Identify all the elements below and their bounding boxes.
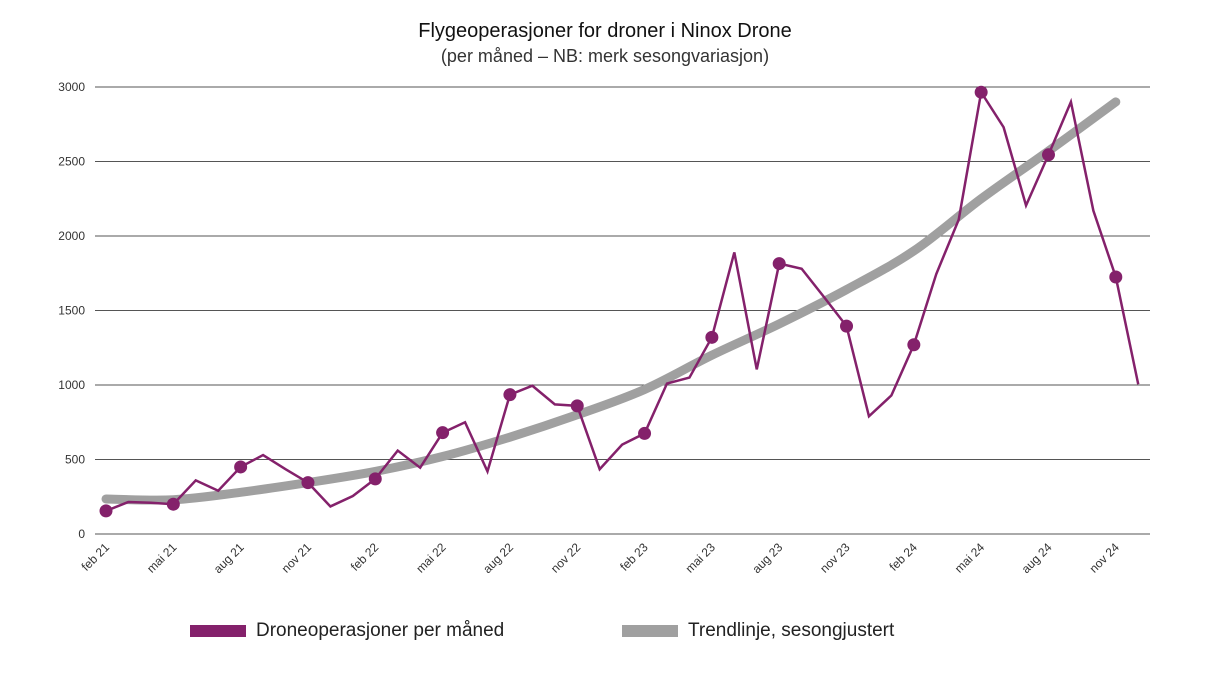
x-tick-label: aug 23 (749, 540, 785, 576)
trend-line (101, 97, 1121, 505)
x-tick-label: feb 23 (617, 540, 651, 574)
data-point (1109, 270, 1123, 284)
legend-item-monthly: Droneoperasjoner per måned (190, 620, 504, 642)
x-tick-label: aug 24 (1019, 540, 1055, 576)
legend-swatch-monthly (190, 625, 246, 637)
data-point (638, 426, 652, 440)
legend-swatch-trend (622, 625, 678, 637)
monthly-line (105, 88, 1140, 513)
legend-label-trend: Trendlinje, sesongjustert (688, 620, 895, 641)
y-tick-label: 1000 (58, 378, 85, 392)
x-tick-label: aug 22 (480, 540, 516, 576)
x-tick-label: mai 22 (413, 540, 449, 576)
x-tick-label: mai 24 (952, 540, 988, 576)
y-tick-label: 3000 (58, 80, 85, 94)
data-point (705, 330, 719, 344)
x-tick-label: mai 21 (144, 540, 180, 576)
data-point (570, 399, 584, 413)
x-tick-label: aug 21 (211, 540, 247, 576)
y-tick-label: 2500 (58, 155, 85, 169)
chart-subtitle: (per måned – NB: merk sesongvariasjon) (440, 46, 770, 66)
data-point (436, 426, 450, 440)
y-tick-label: 500 (65, 453, 85, 467)
x-tick-label: mai 23 (683, 540, 719, 576)
data-point (503, 388, 517, 402)
x-tick-label: nov 24 (1087, 540, 1123, 576)
legend-label-monthly: Droneoperasjoner per måned (256, 620, 505, 641)
x-tick-label: feb 22 (348, 540, 382, 574)
data-point (234, 460, 248, 474)
data-point (99, 504, 113, 518)
y-tick-label: 1500 (58, 304, 85, 318)
y-tick-label: 0 (78, 527, 85, 541)
y-tick-label: 2000 (58, 229, 85, 243)
x-tick-label: feb 24 (886, 540, 920, 574)
data-point (907, 338, 921, 352)
x-tick-label: nov 23 (817, 540, 853, 576)
chart-title: Flygeoperasjoner for droner i Ninox Dron… (418, 20, 792, 42)
x-tick-label: nov 21 (279, 540, 315, 576)
data-point (840, 319, 854, 333)
x-tick-label: feb 21 (79, 540, 113, 574)
legend-item-trend: Trendlinje, sesongjustert (622, 620, 894, 642)
data-point (301, 476, 315, 490)
data-point (368, 472, 382, 486)
data-point (166, 497, 180, 511)
data-point (1041, 148, 1055, 162)
x-tick-label: nov 22 (548, 540, 584, 576)
data-point (974, 85, 988, 99)
data-point (772, 257, 786, 271)
